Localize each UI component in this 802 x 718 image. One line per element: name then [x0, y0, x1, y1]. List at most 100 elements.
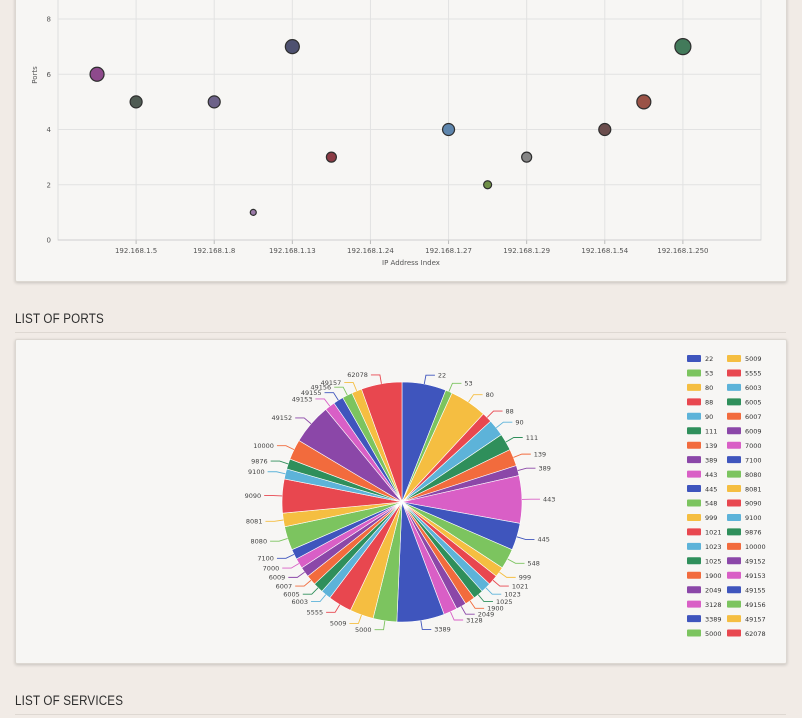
legend-item[interactable]: 1023 — [687, 542, 722, 551]
legend-swatch — [727, 383, 741, 391]
y-tick-label: 6 — [47, 71, 52, 79]
ports-pie-chart: 2253808890111139389443445548999102110231… — [245, 355, 766, 638]
pie-legend[interactable]: 22 53 80 88 90 111 139 389 443 445 548 999 1021 1023 1… — [687, 355, 766, 638]
legend-swatch — [687, 441, 701, 449]
scatter-point[interactable] — [284, 39, 300, 55]
legend-swatch — [687, 557, 701, 565]
legend-item[interactable]: 389 — [687, 456, 717, 464]
legend-item[interactable]: 6007 — [727, 412, 762, 421]
legend-swatch — [727, 586, 741, 594]
legend-item[interactable]: 445 — [687, 485, 717, 493]
scatter-chart: 0 2 4 6 8 192.168.1.5 192.168.1.8 192.168.1.13… — [31, 0, 762, 267]
pie-label: 139 — [534, 450, 546, 458]
legend-swatch — [687, 571, 701, 579]
legend-item[interactable]: 62078 — [727, 629, 766, 638]
pie-label: 1023 — [504, 590, 521, 598]
legend-item[interactable]: 5000 — [687, 629, 722, 638]
legend-item[interactable]: 1025 — [687, 557, 722, 566]
legend-label: 6005 — [745, 399, 762, 407]
legend-item[interactable]: 9100 — [727, 513, 762, 522]
pie-label-line — [450, 611, 464, 621]
x-tick-label: 192.168.1.27 — [425, 247, 472, 255]
legend-item[interactable]: 49156 — [727, 600, 766, 609]
legend-label: 1025 — [705, 558, 722, 566]
pie-label-line — [486, 410, 503, 418]
legend-item[interactable]: 80 — [687, 383, 713, 392]
legend-label: 139 — [705, 442, 717, 450]
legend-item[interactable]: 5555 — [727, 369, 762, 378]
scatter-point[interactable] — [483, 180, 493, 190]
legend-item[interactable]: 9876 — [727, 528, 762, 537]
legend-item[interactable]: 6009 — [727, 427, 762, 435]
legend-item[interactable]: 3128 — [687, 600, 722, 609]
scatter-point[interactable] — [674, 38, 692, 56]
legend-item[interactable]: 49155 — [727, 586, 766, 594]
pie-label: 1900 — [487, 605, 504, 613]
legend-item[interactable]: 7000 — [727, 441, 762, 450]
ports-section-divider — [15, 332, 786, 333]
scatter-point[interactable] — [129, 95, 143, 109]
pie-label: 1025 — [496, 598, 513, 606]
legend-item[interactable]: 111 — [687, 427, 717, 435]
legend-item[interactable]: 6003 — [727, 383, 762, 392]
legend-item[interactable]: 22 — [687, 355, 713, 363]
legend-swatch — [727, 369, 741, 377]
pie-label-line — [516, 536, 535, 540]
scatter-point[interactable] — [521, 151, 533, 163]
pie-label-line — [276, 445, 295, 451]
pie-label: 6005 — [283, 590, 300, 598]
scatter-point[interactable] — [207, 95, 221, 109]
x-axis-label: IP Address Index — [382, 259, 440, 267]
legend-item[interactable]: 999 — [687, 513, 717, 522]
pie-label-line — [517, 467, 536, 471]
legend-item[interactable]: 90 — [687, 412, 713, 421]
legend-item[interactable]: 139 — [687, 441, 717, 450]
legend-label: 999 — [705, 514, 717, 522]
ports-pie-card: 22 53 80 88 90 111 139 389 443 445 548 999 1021 1023 1… — [15, 339, 787, 664]
scatter-point[interactable] — [636, 94, 652, 110]
scatter-point[interactable] — [598, 122, 612, 137]
legend-item[interactable]: 1021 — [687, 528, 722, 537]
legend-item[interactable]: 7100 — [727, 456, 762, 464]
x-tick-label: 192.168.1.250 — [657, 247, 708, 255]
legend-label: 2049 — [705, 586, 722, 594]
legend-item[interactable]: 49152 — [727, 557, 766, 566]
scatter-point[interactable] — [249, 208, 257, 216]
pie-label: 9100 — [248, 468, 265, 476]
legend-item[interactable]: 10000 — [727, 542, 766, 551]
legend-item[interactable]: 49153 — [727, 571, 766, 580]
legend-item[interactable]: 53 — [687, 369, 713, 378]
scatter-grid — [57, 0, 762, 244]
legend-item[interactable]: 6005 — [727, 398, 762, 407]
legend-item[interactable]: 9090 — [727, 499, 762, 508]
scatter-point[interactable] — [89, 66, 105, 82]
pie-label: 88 — [506, 407, 514, 415]
legend-label: 9090 — [745, 500, 762, 508]
pie-label-line — [344, 382, 358, 392]
legend-item[interactable]: 2049 — [687, 586, 722, 594]
pie-label-line — [448, 382, 462, 392]
ports-section-title: LIST OF PORTS — [15, 311, 104, 326]
legend-swatch — [687, 355, 701, 362]
legend-item[interactable]: 49157 — [727, 615, 766, 623]
legend-item[interactable]: 88 — [687, 398, 713, 407]
x-tick-label: 192.168.1.5 — [115, 247, 157, 255]
scatter-point[interactable] — [325, 151, 337, 163]
legend-item[interactable]: 5009 — [727, 355, 762, 363]
legend-item[interactable]: 443 — [687, 470, 717, 479]
pie-label: 8081 — [246, 518, 263, 526]
y-tick-label: 0 — [47, 237, 51, 245]
x-tick-label: 192.168.1.54 — [581, 247, 628, 255]
legend-label: 49156 — [745, 601, 766, 609]
pie-slice[interactable] — [361, 381, 403, 503]
scatter-point[interactable] — [441, 122, 456, 137]
legend-item[interactable]: 3389 — [687, 615, 722, 623]
pie-label: 3128 — [466, 616, 483, 624]
pie-label-line — [324, 392, 339, 401]
legend-item[interactable]: 8080 — [727, 470, 762, 479]
legend-swatch — [727, 355, 741, 362]
legend-item[interactable]: 548 — [687, 499, 717, 508]
pie-slices — [281, 381, 523, 623]
legend-item[interactable]: 8081 — [727, 485, 762, 493]
legend-item[interactable]: 1900 — [687, 571, 722, 580]
